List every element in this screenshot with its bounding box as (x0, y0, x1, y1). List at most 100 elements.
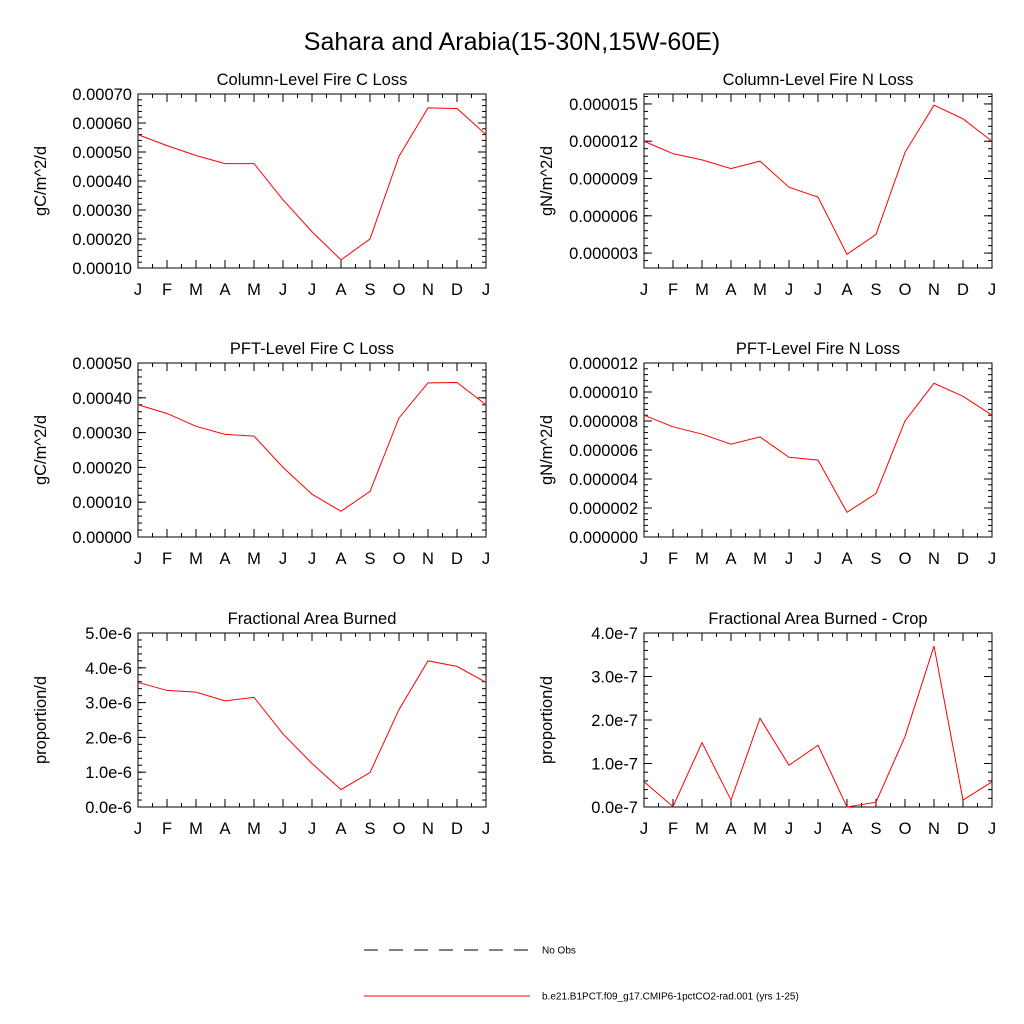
y-tick-label: 0.00070 (72, 86, 132, 104)
x-tick-label: M (247, 820, 261, 838)
y-tick-label: 2.0e-7 (591, 712, 638, 730)
panel-title: Column-Level Fire N Loss (723, 71, 914, 89)
y-tick-label: 4.0e-6 (85, 660, 132, 678)
x-tick-label: D (957, 281, 969, 299)
x-tick-label: A (335, 550, 346, 568)
plot-frame (643, 93, 993, 269)
x-tick-label: N (422, 820, 434, 838)
x-tick-label: J (814, 550, 822, 568)
y-axis-label: gC/m^2/d (32, 415, 50, 485)
y-tick-label: 0.000010 (569, 384, 638, 402)
x-tick-label: A (841, 550, 852, 568)
x-tick-label: J (482, 550, 490, 568)
y-tick-label: 0.00030 (72, 202, 132, 220)
x-tick-label: M (189, 820, 203, 838)
x-tick-label: J (134, 281, 142, 299)
x-tick-label: A (335, 281, 346, 299)
x-tick-label: J (785, 820, 793, 838)
x-tick-label: S (870, 281, 881, 299)
x-tick-label: M (753, 820, 767, 838)
x-tick-label: S (870, 550, 881, 568)
y-tick-label: 0.00050 (72, 355, 132, 373)
y-tick-label: 0.00020 (72, 231, 132, 249)
y-tick-label: 4.0e-7 (591, 625, 638, 643)
panel-title: PFT-Level Fire C Loss (230, 340, 394, 358)
x-tick-label: J (814, 820, 822, 838)
y-tick-label: 1.0e-7 (591, 756, 638, 774)
y-tick-label: 3.0e-7 (591, 669, 638, 687)
panel-5: Fractional Area Burned - Crop proportion/… (538, 610, 996, 838)
series-line-0 (137, 381, 487, 512)
x-tick-label: D (451, 550, 463, 568)
series-line-0 (643, 645, 993, 808)
x-tick-label: N (928, 550, 940, 568)
x-tick-label: J (640, 820, 648, 838)
x-tick-label: F (668, 550, 678, 568)
x-tick-label: A (725, 550, 736, 568)
y-tick-label: 0.00040 (72, 173, 132, 191)
y-tick-label: 0.00000 (72, 529, 132, 547)
x-tick-label: D (957, 550, 969, 568)
y-tick-label: 5.0e-6 (85, 625, 132, 643)
x-tick-label: A (219, 281, 230, 299)
x-tick-label: M (695, 820, 709, 838)
series-line-0 (137, 107, 487, 261)
x-tick-label: M (695, 550, 709, 568)
x-tick-label: J (279, 550, 287, 568)
x-tick-label: J (482, 281, 490, 299)
x-tick-label: J (785, 281, 793, 299)
panel-title: Fractional Area Burned (228, 610, 397, 628)
x-tick-label: J (482, 820, 490, 838)
x-tick-label: J (308, 820, 316, 838)
plot-frame (137, 362, 487, 538)
x-tick-label: D (451, 820, 463, 838)
x-tick-label: A (219, 550, 230, 568)
y-tick-label: 0.000012 (569, 133, 638, 151)
y-tick-label: 0.000000 (569, 529, 638, 547)
y-tick-label: 0.00040 (72, 390, 132, 408)
x-tick-label: S (364, 550, 375, 568)
legend: No Obs b.e21.B1PCT.f09_g17.CMIP6-1pctCO2… (364, 946, 799, 1003)
plot-frame (643, 632, 993, 808)
x-tick-label: M (753, 550, 767, 568)
x-tick-label: N (928, 281, 940, 299)
y-tick-label: 0.000003 (569, 245, 638, 263)
y-tick-label: 0.000006 (569, 442, 638, 460)
x-tick-label: S (870, 820, 881, 838)
x-tick-label: O (393, 281, 406, 299)
plot-frame (137, 93, 487, 269)
x-tick-label: M (695, 281, 709, 299)
y-axis-label: gN/m^2/d (538, 415, 556, 485)
x-tick-label: M (247, 281, 261, 299)
x-tick-label: J (640, 550, 648, 568)
x-tick-label: A (725, 820, 736, 838)
legend-model-label: b.e21.B1PCT.f09_g17.CMIP6-1pctCO2-rad.00… (542, 992, 799, 1003)
x-tick-label: F (162, 550, 172, 568)
x-tick-label: O (899, 820, 912, 838)
x-tick-label: J (308, 281, 316, 299)
y-tick-label: 0.00050 (72, 144, 132, 162)
x-tick-label: J (785, 550, 793, 568)
panel-title: PFT-Level Fire N Loss (736, 340, 900, 358)
y-tick-label: 0.000015 (569, 96, 638, 114)
x-tick-label: F (162, 281, 172, 299)
y-tick-label: 1.0e-6 (85, 764, 132, 782)
y-tick-label: 0.000012 (569, 355, 638, 373)
x-tick-label: M (189, 550, 203, 568)
y-tick-label: 0.0e-7 (591, 799, 638, 817)
x-tick-label: O (899, 550, 912, 568)
x-tick-label: A (841, 281, 852, 299)
x-tick-label: J (988, 281, 996, 299)
x-tick-label: J (279, 820, 287, 838)
series-line-0 (137, 660, 487, 791)
x-tick-label: S (364, 820, 375, 838)
x-tick-label: J (134, 550, 142, 568)
x-tick-label: O (393, 550, 406, 568)
y-tick-label: 0.000006 (569, 208, 638, 226)
y-tick-label: 0.000004 (569, 471, 638, 489)
